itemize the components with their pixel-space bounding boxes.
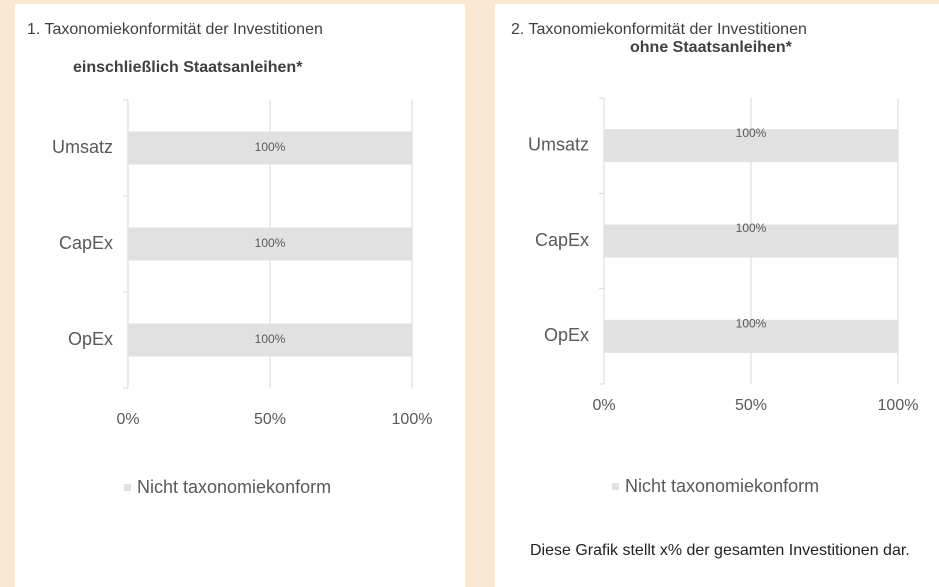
x-tick-label: 100% [878, 397, 919, 414]
x-tick-label: 50% [735, 397, 767, 414]
bar [128, 323, 412, 357]
data-label: 100% [255, 332, 286, 346]
data-label: 100% [736, 317, 767, 331]
chart-title: 1. Taxonomiekonformität der Investitione… [27, 21, 323, 38]
legend-label: Nicht taxonomiekonform [137, 477, 331, 497]
y-tick-label: CapEx [535, 230, 589, 250]
chart-subtitle: ohne Staatsanleihen* [630, 39, 792, 56]
y-tick-label: Umsatz [52, 137, 113, 157]
y-tick-label: OpEx [544, 325, 589, 345]
y-tick-label: OpEx [68, 329, 113, 349]
chart-subtitle: einschließlich Staatsanleihen* [73, 59, 303, 76]
data-label: 100% [736, 126, 767, 140]
legend-label: Nicht taxonomiekonform [625, 476, 819, 496]
y-tick-label: CapEx [59, 233, 113, 253]
bar [128, 227, 412, 261]
bar [604, 129, 898, 163]
x-tick-label: 100% [392, 411, 433, 428]
bar [604, 319, 898, 353]
data-label: 100% [255, 140, 286, 154]
y-tick-label: Umsatz [528, 134, 589, 154]
x-tick-label: 0% [592, 397, 615, 414]
panel [495, 4, 939, 587]
annotation: Diese Grafik stellt x% der gesamten Inve… [530, 542, 910, 559]
panel [15, 4, 465, 587]
data-label: 100% [255, 236, 286, 250]
data-label: 100% [736, 221, 767, 235]
legend-swatch [124, 484, 131, 491]
chart-title: 2. Taxonomiekonformität der Investitione… [511, 21, 807, 38]
x-tick-label: 0% [116, 411, 139, 428]
bar [128, 131, 412, 165]
legend-swatch [612, 483, 619, 490]
bar [604, 224, 898, 258]
x-tick-label: 50% [254, 411, 286, 428]
